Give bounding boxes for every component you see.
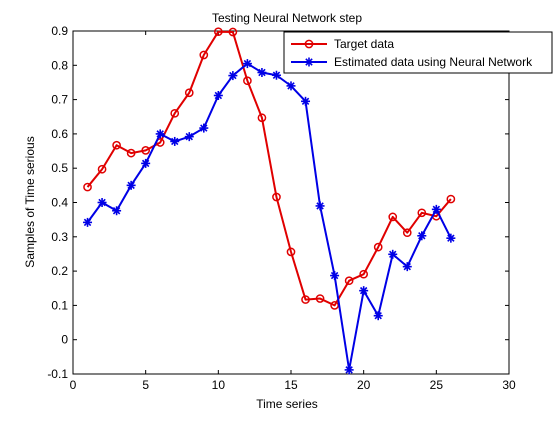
data-point (83, 182, 92, 192)
data-point (97, 198, 107, 207)
data-point (257, 68, 267, 78)
series-layer (83, 27, 456, 375)
y-tick-label: 0.8 (51, 58, 68, 72)
data-point (170, 108, 180, 118)
data-point (155, 129, 165, 139)
data-point (304, 39, 314, 49)
data-point (141, 146, 151, 155)
data-point (257, 113, 267, 123)
legend-entries: Target data Estimated data using Neural N… (291, 37, 533, 69)
y-tick-label: 0.6 (51, 127, 68, 141)
series-1 (83, 27, 456, 310)
data-point (141, 158, 151, 168)
y-tick-label: 0 (61, 333, 68, 347)
data-point (359, 286, 369, 296)
data-point (402, 228, 412, 238)
legend-entry: Target data (291, 37, 394, 51)
x-tick-label: 25 (430, 378, 444, 392)
series-line (86, 62, 452, 371)
data-point (402, 262, 412, 272)
y-axis: -0.1 0 0.1 0.2 0.3 0.4 0.5 0.6 0.7 0.8 0.9 (47, 24, 509, 381)
x-tick-label: 30 (502, 378, 516, 392)
legend-label: Target data (334, 37, 394, 51)
data-point (126, 148, 136, 158)
data-point (243, 76, 252, 86)
y-tick-label: 0.2 (51, 264, 68, 278)
data-point (388, 249, 398, 259)
y-tick-label: 0.5 (51, 161, 68, 175)
x-tick-label: 5 (142, 378, 149, 392)
data-point (388, 212, 398, 222)
data-point (286, 81, 296, 91)
data-point (184, 132, 194, 142)
x-tick-label: 0 (70, 378, 77, 392)
data-point (199, 50, 209, 60)
data-point (417, 231, 427, 241)
data-point (126, 180, 136, 190)
x-tick-label: 20 (357, 378, 371, 392)
series-2 (83, 59, 456, 375)
data-point (344, 276, 354, 286)
data-point (330, 271, 340, 281)
data-point (97, 164, 107, 174)
legend-label: Estimated data using Neural Network (334, 55, 533, 69)
data-point (271, 70, 281, 80)
data-point (344, 365, 354, 375)
series-line (86, 30, 452, 307)
x-axis-label: Time series (256, 397, 318, 411)
y-tick-label: 0.1 (51, 298, 68, 312)
data-point (199, 123, 209, 133)
data-point (213, 27, 223, 37)
legend-box (283, 31, 553, 74)
data-point (359, 269, 369, 279)
data-point (228, 71, 238, 81)
data-point (112, 140, 121, 150)
data-point (315, 201, 325, 211)
data-point (417, 208, 427, 218)
data-point (304, 57, 314, 67)
data-point (431, 204, 441, 214)
data-point (373, 242, 383, 252)
data-point (213, 90, 223, 100)
data-point (184, 88, 194, 98)
x-axis: 0 5 10 15 20 25 30 (70, 31, 516, 392)
y-tick-label: 0.4 (51, 196, 68, 210)
y-tick-label: 0.3 (51, 230, 68, 244)
data-point (170, 136, 180, 146)
data-point (373, 311, 383, 321)
data-point (286, 247, 296, 257)
data-point (112, 206, 122, 216)
chart-title: Testing Neural Network step (212, 11, 362, 25)
x-tick-label: 10 (212, 378, 226, 392)
data-point (446, 194, 456, 204)
data-point (272, 192, 281, 202)
data-point (446, 233, 456, 243)
y-tick-label: 0.7 (51, 93, 68, 107)
data-point (83, 217, 93, 227)
x-tick-label: 15 (284, 378, 298, 392)
legend-entry: Estimated data using Neural Network (291, 55, 533, 69)
data-point (242, 59, 252, 69)
data-point (228, 27, 238, 37)
y-tick-label: -0.1 (47, 367, 68, 381)
y-axis-label: Samples of Time serious (23, 136, 37, 267)
data-point (301, 295, 310, 304)
legend: Target data Estimated data using Neural N… (283, 31, 553, 74)
data-point (315, 294, 325, 303)
data-point (301, 96, 311, 106)
y-tick-label: 0.9 (51, 24, 68, 38)
